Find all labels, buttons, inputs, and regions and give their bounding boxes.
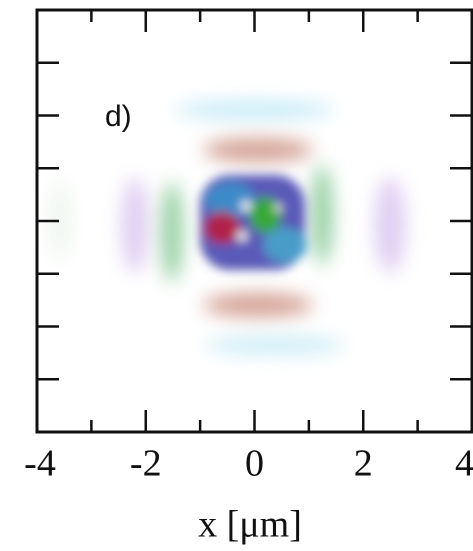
x-axis-label: x [μm] <box>198 504 302 546</box>
x-tick-label: 0 <box>245 443 264 485</box>
x-tick-label: -4 <box>24 443 56 485</box>
chart: d) x [μm] -4 -2 0 2 4 <box>0 0 473 551</box>
x-tick-label: 4 <box>455 443 473 485</box>
field-image <box>50 100 406 355</box>
x-tick-label: -2 <box>130 443 162 485</box>
panel-label: d) <box>105 100 132 133</box>
x-tick-label: 2 <box>354 443 373 485</box>
